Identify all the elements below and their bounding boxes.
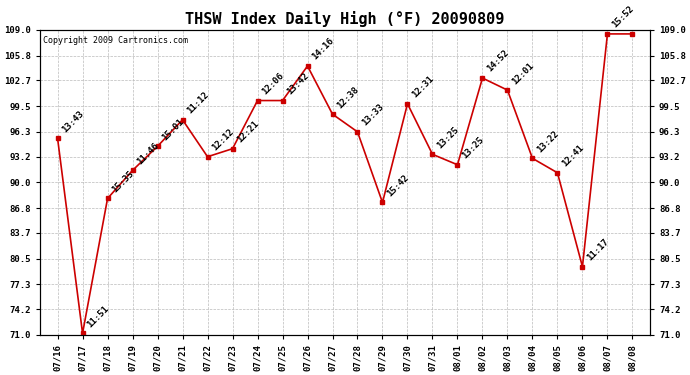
Text: 12:41: 12:41 xyxy=(560,143,586,169)
Text: 12:12: 12:12 xyxy=(210,127,236,153)
Text: 13:42: 13:42 xyxy=(285,71,310,96)
Text: 12:38: 12:38 xyxy=(335,85,361,110)
Text: 14:16: 14:16 xyxy=(310,36,335,62)
Text: 12:01: 12:01 xyxy=(510,61,535,86)
Text: 11:51: 11:51 xyxy=(86,304,110,329)
Text: 12:21: 12:21 xyxy=(235,119,261,144)
Text: 14:52: 14:52 xyxy=(485,48,511,74)
Text: 13:22: 13:22 xyxy=(535,129,560,154)
Text: 13:43: 13:43 xyxy=(60,109,86,134)
Text: 12:31: 12:31 xyxy=(411,74,435,100)
Text: 13:25: 13:25 xyxy=(460,135,486,160)
Text: 15:01: 15:01 xyxy=(160,117,186,142)
Text: 11:12: 11:12 xyxy=(186,90,210,116)
Text: Copyright 2009 Cartronics.com: Copyright 2009 Cartronics.com xyxy=(43,36,188,45)
Text: 15:35: 15:35 xyxy=(110,169,136,194)
Text: 12:06: 12:06 xyxy=(260,71,286,96)
Text: 11:17: 11:17 xyxy=(585,237,611,262)
Text: 13:25: 13:25 xyxy=(435,125,461,150)
Title: THSW Index Daily High (°F) 20090809: THSW Index Daily High (°F) 20090809 xyxy=(186,11,504,27)
Text: 15:52: 15:52 xyxy=(610,4,635,30)
Text: 13:33: 13:33 xyxy=(360,102,386,128)
Text: 15:42: 15:42 xyxy=(385,173,411,198)
Text: 11:46: 11:46 xyxy=(135,141,161,166)
